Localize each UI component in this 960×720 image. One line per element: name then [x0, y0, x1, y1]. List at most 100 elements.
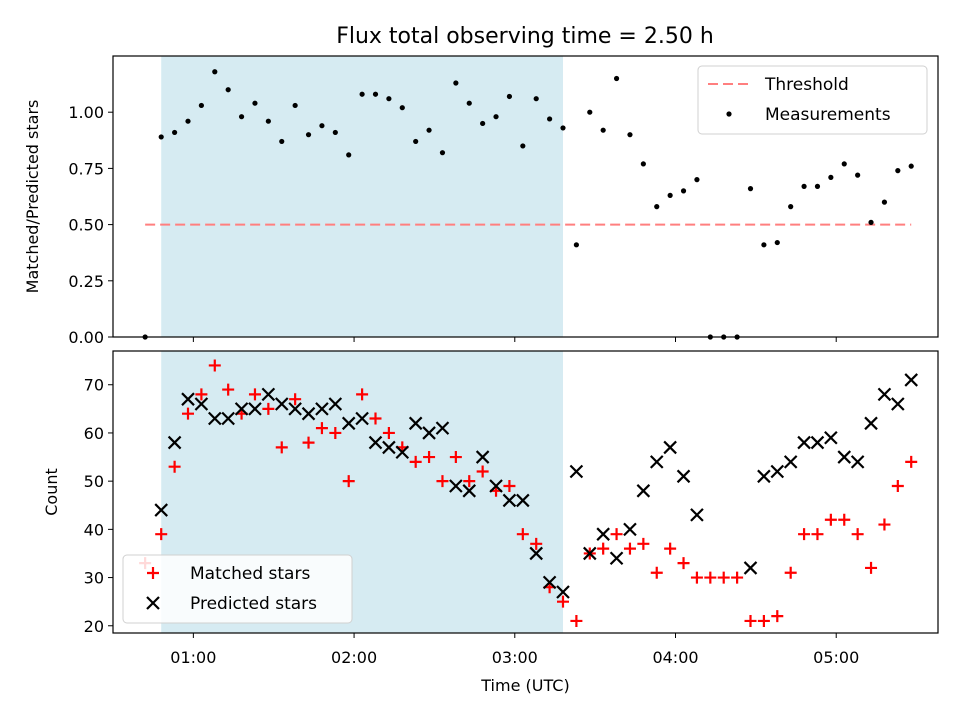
- measurement-point: [707, 334, 713, 340]
- predicted-star-point: [770, 464, 785, 479]
- measurement-point: [868, 219, 874, 225]
- matched-star-point: [248, 388, 261, 401]
- matched-star-point: [784, 566, 797, 579]
- legend-measurements-swatch: [726, 111, 732, 117]
- measurement-point: [895, 168, 901, 174]
- predicted-star-point: [623, 522, 637, 537]
- ratio-y-axis-label: Matched/Predicted stars: [23, 100, 42, 294]
- predicted-star-point: [208, 411, 222, 426]
- matched-star-point: [811, 528, 824, 541]
- count-legend-box: [122, 554, 353, 624]
- matched-star-point: [289, 393, 302, 406]
- matched-star-point: [342, 475, 355, 488]
- predicted-star-point: [891, 397, 905, 411]
- matched-star-point: [557, 595, 569, 608]
- matched-star-point: [664, 542, 677, 555]
- matched-star-point: [731, 571, 744, 584]
- ratio-plot-frame: [112, 55, 939, 338]
- measurement-point: [372, 91, 379, 97]
- ratio-legend-box: [697, 65, 928, 135]
- matched-star-point: [677, 557, 690, 570]
- predicted-star-point: [690, 508, 704, 522]
- predicted-stars-series: [154, 373, 918, 599]
- ratio-x-ticks: [192, 337, 837, 342]
- measurement-point: [694, 177, 700, 183]
- legend-measurements-label: Measurements: [765, 105, 891, 125]
- predicted-star-point: [824, 430, 838, 445]
- predicted-star-point: [583, 546, 597, 561]
- matched-star-point: [637, 537, 650, 550]
- predicted-star-point: [274, 397, 289, 411]
- predicted-star-point: [743, 561, 758, 575]
- measurement-point: [654, 204, 660, 210]
- measurement-point: [252, 100, 258, 106]
- matched-star-point: [771, 610, 784, 623]
- x-tick-label: 02:00: [331, 648, 377, 667]
- matched-star-point: [597, 542, 610, 555]
- measurement-point: [305, 132, 312, 138]
- measurement-point: [198, 102, 204, 109]
- matched-star-point: [195, 388, 208, 401]
- matched-star-point: [610, 528, 623, 541]
- x-tick-label: 01:00: [170, 648, 216, 667]
- predicted-star-point: [154, 503, 168, 517]
- predicted-star-point: [382, 440, 396, 455]
- matched-star-point: [865, 561, 878, 574]
- measurement-point: [453, 80, 459, 86]
- count-y-tick-label: 20: [84, 617, 104, 636]
- matched-star-point: [824, 513, 837, 526]
- predicted-star-point: [757, 469, 771, 484]
- measurement-point: [600, 127, 606, 133]
- measurement-point: [881, 199, 888, 205]
- measurement-point: [520, 143, 526, 149]
- measurement-point: [667, 192, 673, 198]
- predicted-star-point: [904, 373, 918, 387]
- x-tick-label: 05:00: [813, 648, 859, 667]
- measurement-point: [573, 242, 579, 248]
- measurement-point: [413, 138, 419, 145]
- predicted-star-point: [864, 416, 878, 431]
- x-tick-label: 04:00: [652, 648, 698, 667]
- matched-star-point: [516, 528, 529, 541]
- measurement-point: [265, 118, 271, 124]
- matched-star-point: [409, 455, 422, 468]
- legend-threshold-label: Threshold: [764, 75, 849, 95]
- ratio-y-tick-label: 0.00: [68, 328, 104, 347]
- count-plot-frame: [112, 350, 939, 634]
- matched-star-point: [315, 422, 328, 435]
- matched-star-point: [757, 614, 770, 627]
- measurement-point: [142, 334, 148, 340]
- measurement-point: [627, 132, 633, 138]
- matched-star-point: [369, 412, 382, 425]
- predicted-star-point: [248, 402, 262, 416]
- predicted-star-point: [649, 455, 664, 469]
- measurement-point: [801, 183, 807, 189]
- x-axis-label: Time (UTC): [480, 676, 569, 695]
- predicted-star-point: [408, 416, 423, 431]
- matched-star-point: [623, 542, 636, 555]
- matched-star-point: [650, 566, 663, 579]
- matched-star-point: [744, 614, 757, 627]
- predicted-star-point: [355, 411, 369, 426]
- measurement-point: [439, 150, 446, 156]
- matched-star-point: [262, 402, 275, 415]
- predicted-star-point: [435, 421, 450, 435]
- predicted-star-point: [194, 397, 209, 411]
- measurement-point: [533, 96, 539, 102]
- legend-matched-label: Matched stars: [190, 564, 310, 584]
- measurement-point: [721, 334, 727, 340]
- predicted-star-point: [502, 493, 517, 508]
- predicted-star-point: [850, 455, 865, 469]
- count-legend: Matched stars Predicted stars: [122, 554, 353, 624]
- matched-star-point: [476, 465, 489, 478]
- measurement-point: [814, 183, 821, 189]
- measurement-point: [547, 116, 553, 122]
- ratio-legend: Threshold Measurements: [697, 65, 928, 135]
- measurement-point: [399, 105, 405, 111]
- count-panel: 20 30 40 50 60 70 01:00 02:00 03:00 04:00 05:00 C…: [42, 350, 939, 695]
- matched-star-point: [275, 441, 288, 454]
- matched-star-point: [891, 479, 904, 492]
- predicted-star-point: [516, 493, 530, 508]
- predicted-star-point: [636, 484, 651, 498]
- matched-star-point: [878, 518, 891, 531]
